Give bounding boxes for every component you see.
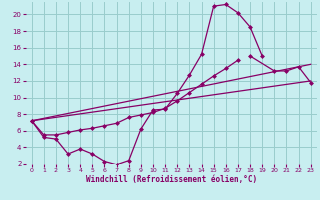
- X-axis label: Windchill (Refroidissement éolien,°C): Windchill (Refroidissement éolien,°C): [86, 175, 257, 184]
